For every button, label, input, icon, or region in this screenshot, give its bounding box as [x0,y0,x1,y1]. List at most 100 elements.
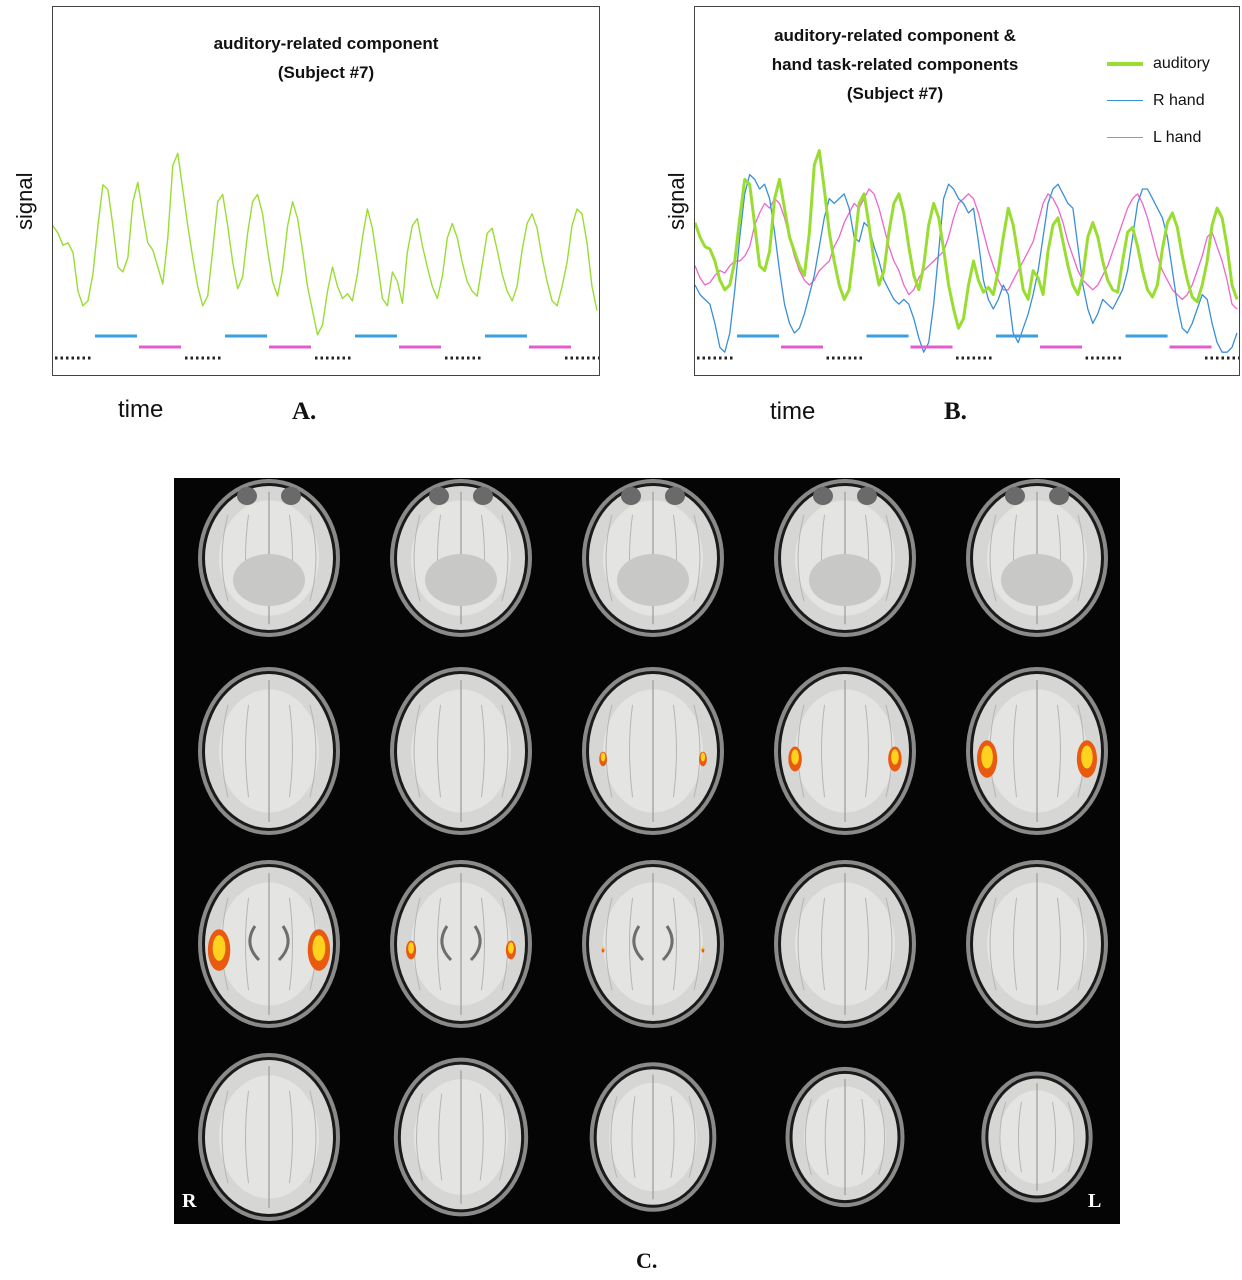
series-line-auditory [695,149,1239,330]
sulcus [670,1096,675,1178]
panel-c-label: C. [636,1248,658,1273]
sulcus [605,704,613,798]
chart-b-title-line3: (Subject #7) [846,84,944,103]
sulcus [989,897,997,991]
legend-item-r-hand: R hand [1107,82,1225,119]
orientation-label-right: R [182,1190,197,1212]
brain-slice [393,1057,529,1217]
eye-orbit [813,487,833,505]
activation-blob-core [508,942,514,954]
sulcus [629,897,634,991]
panel-b-label: B. [944,398,967,425]
ventricle [661,925,674,962]
brain-slice [198,1053,340,1221]
sulcus [501,704,509,798]
legend-label-auditory: auditory [1153,54,1210,72]
sulcus [821,897,826,991]
sulcus [1077,514,1085,602]
sulcus [288,704,293,798]
sulcus [672,704,677,798]
legend-label-l-hand: L hand [1153,128,1202,146]
sulcus [309,704,317,798]
sulcus [437,897,442,991]
brain-slice [198,860,340,1028]
orientation-label-left: L [1088,1190,1102,1212]
brain-slice [390,860,532,1028]
sulcus [885,897,893,991]
legend-item-auditory: auditory [1107,45,1225,82]
ventricle [632,925,645,962]
eye-orbit [281,487,301,505]
sulcus [821,704,826,798]
brain-slice [774,479,916,637]
sulcus [629,704,634,798]
brain-slices-grid [198,479,1108,1221]
legend-label-r-hand: R hand [1153,91,1205,109]
brain-slices-panel: R L [174,478,1120,1224]
cerebellum [809,554,881,606]
sulcus [245,1090,250,1184]
series-line-r-hand [695,173,1238,353]
panel-a-label: A. [292,398,317,425]
sulcus [797,897,805,991]
brain-slice [589,1062,717,1212]
sulcus [221,514,229,602]
sulcus [480,704,485,798]
sulcus [309,1090,317,1184]
sulcus [221,1090,229,1184]
series-line-auditory [53,152,598,336]
chart-panel-a: auditory-related component (Subject #7) [52,6,600,376]
eye-orbit [857,487,877,505]
sulcus [480,897,485,991]
brain-slice [198,479,340,637]
activation-blob-core [212,935,226,961]
activation-blob-core [408,942,414,954]
chart-b-title: auditory-related component & hand task-r… [695,21,1095,108]
sulcus [309,514,317,602]
sulcus [885,514,893,602]
chart-a-ylabel: signal [12,172,37,230]
sulcus [479,1093,484,1181]
sulcus [878,1098,886,1176]
eye-orbit [665,487,685,505]
ventricle [277,925,290,962]
sulcus [864,897,869,991]
chart-b-title-line2: hand task-related components [771,55,1019,74]
sulcus [672,897,677,991]
sulcus [1013,704,1018,798]
cerebellum [233,554,305,606]
brain-slice [198,667,340,835]
brain-slice [785,1066,905,1208]
activation-blob-core [702,946,704,950]
activation-blob-core [981,745,993,769]
sulcus [989,514,997,602]
sulcus [1056,704,1061,798]
eye-orbit [1005,487,1025,505]
chart-a-title-line1: auditory-related component [213,34,439,53]
activation-blob-core [791,749,799,765]
activation-blob-core [1081,745,1093,769]
legend-swatch-l-hand [1107,136,1143,139]
brain-slice [390,667,532,835]
activation-blob-core [700,752,706,762]
sulcus [438,1093,443,1181]
sulcus [1067,1101,1075,1173]
chart-b-plot [695,149,1239,360]
sulcus [631,1096,636,1178]
sulcus [288,897,293,991]
sulcus [413,704,421,798]
activation-blob-core [891,749,899,765]
sulcus [221,704,229,798]
chart-a-xlabel: time [118,396,164,423]
chart-a-title: auditory-related component (Subject #7) [53,29,599,87]
chart-a-title-line2: (Subject #7) [277,63,375,82]
sulcus [499,1093,507,1181]
sulcus [824,1099,829,1175]
brain-slice [582,860,724,1028]
sulcus [797,514,805,602]
sulcus [693,704,701,798]
brain-slice [774,667,916,835]
sulcus [1017,1101,1022,1173]
eye-orbit [621,487,641,505]
sulcus [804,1098,812,1176]
